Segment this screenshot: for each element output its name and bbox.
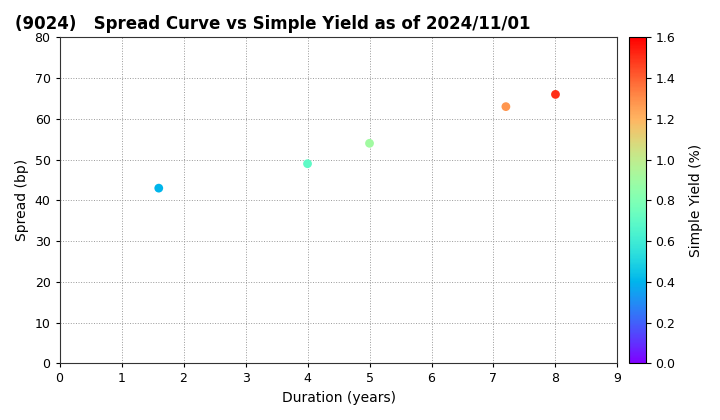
Point bbox=[302, 160, 313, 167]
Point bbox=[364, 140, 375, 147]
Text: (9024)   Spread Curve vs Simple Yield as of 2024/11/01: (9024) Spread Curve vs Simple Yield as o… bbox=[15, 15, 531, 33]
Y-axis label: Simple Yield (%): Simple Yield (%) bbox=[689, 144, 703, 257]
Point bbox=[500, 103, 512, 110]
X-axis label: Duration (years): Duration (years) bbox=[282, 391, 395, 405]
Point bbox=[153, 185, 165, 192]
Point bbox=[549, 91, 561, 98]
Y-axis label: Spread (bp): Spread (bp) bbox=[15, 159, 29, 242]
